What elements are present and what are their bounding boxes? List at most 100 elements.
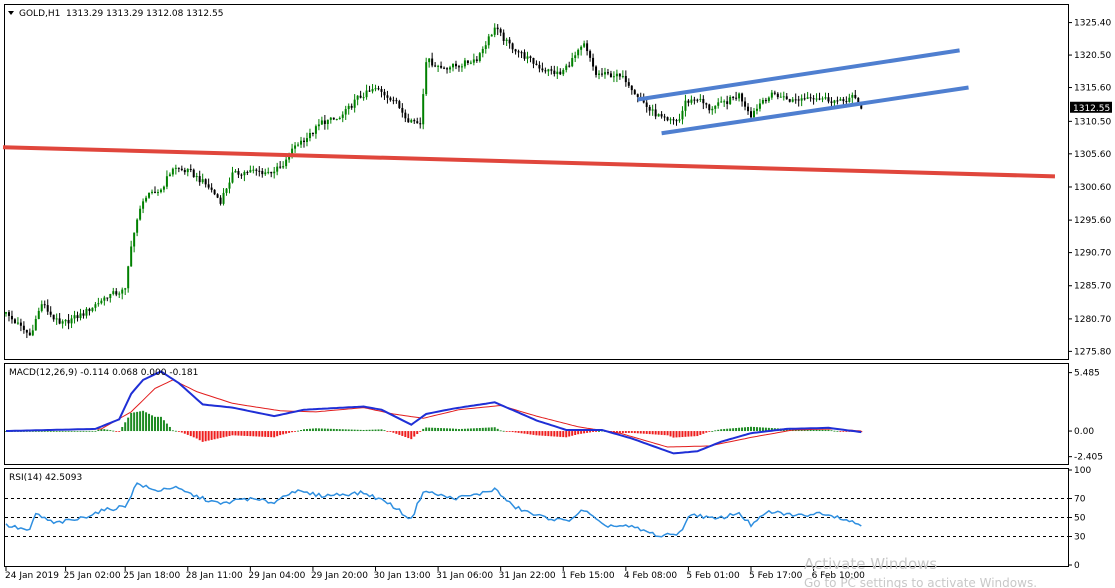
candle-body — [246, 171, 249, 173]
candle-body — [618, 73, 621, 77]
dropdown-triangle-icon[interactable] — [8, 11, 14, 15]
candle-body — [201, 179, 204, 183]
macd-histogram-bar — [699, 431, 702, 435]
current-price-marker: 1312.55 — [1070, 101, 1112, 114]
candle-body — [577, 49, 580, 56]
macd-histogram-bar — [764, 427, 767, 432]
candle-body — [687, 100, 690, 103]
rsi-panel[interactable] — [4, 468, 1069, 567]
macd-histogram-bar — [127, 417, 130, 432]
time-axis: 24 Jan 2019 25 Jan 02:00 25 Jan 18:00 28 Ja… — [5, 567, 865, 581]
candle-body — [213, 189, 216, 195]
macd-histogram-bar — [511, 431, 514, 433]
macd-histogram-bar — [550, 431, 553, 437]
macd-histogram-bar — [630, 431, 633, 433]
macd-histogram-bar — [371, 429, 374, 432]
macd-histogram-bar — [49, 430, 52, 432]
candle-body — [550, 69, 553, 71]
macd-histogram-bar — [159, 416, 162, 432]
macd-panel[interactable] — [4, 363, 1069, 465]
candle-body — [779, 96, 782, 98]
candle-body — [88, 308, 91, 312]
macd-histogram-bar — [58, 430, 61, 432]
candle-body — [812, 98, 815, 100]
candle-body — [758, 103, 761, 109]
candle-body — [583, 43, 586, 47]
macd-histogram-bar — [282, 431, 285, 435]
macd-main-line — [6, 370, 862, 455]
candle-body — [815, 98, 818, 100]
candle-body — [821, 98, 824, 100]
candle-body — [207, 184, 210, 188]
macd-histogram-bar — [136, 411, 139, 432]
macd-histogram-bar — [577, 431, 580, 435]
macd-tick-label: 0.00 — [1074, 427, 1094, 437]
macd-histogram-bar — [225, 431, 228, 437]
macd-histogram-bar — [249, 431, 252, 437]
macd-histogram-bar — [508, 431, 511, 432]
macd-histogram-bar — [839, 431, 842, 432]
macd-histogram-bar — [231, 431, 234, 436]
candle-body — [255, 169, 258, 171]
candle-body — [654, 109, 657, 117]
macd-histogram-bar — [386, 431, 389, 432]
candle-body — [40, 304, 43, 311]
macd-histogram-bar — [121, 426, 124, 432]
macd-histogram-bar — [308, 428, 311, 432]
macd-histogram-bar — [457, 429, 460, 432]
candle-body — [428, 58, 431, 63]
macd-histogram-bar — [824, 429, 827, 432]
macd-title: MACD(12,26,9) -0.114 0.068 0.000 -0.181 — [9, 368, 198, 378]
macd-histogram-bar — [234, 431, 237, 436]
macd-histogram-bar — [592, 431, 595, 432]
candle-body — [723, 101, 726, 103]
macd-histogram-bar — [303, 429, 305, 432]
current-price-label: 1312.55 — [1073, 104, 1110, 114]
candle-body — [750, 111, 752, 118]
macd-histogram-bar — [618, 431, 621, 433]
candle-body — [440, 65, 443, 68]
time-tick-label: 31 Jan 06:00 — [436, 571, 493, 581]
macd-histogram-bar — [487, 427, 490, 432]
macd-histogram-bar — [505, 431, 508, 432]
trendlines[interactable] — [2, 48, 1056, 179]
candle-body — [633, 90, 636, 95]
candle-body — [788, 99, 791, 102]
candle-body — [288, 157, 291, 160]
macd-axis: 5.485 0.00 -2.405 — [1068, 369, 1103, 463]
candle-body — [19, 322, 22, 326]
macd-histogram-bar — [639, 431, 642, 434]
candle-body — [332, 117, 335, 120]
candle-body — [449, 67, 452, 70]
candle-body — [663, 116, 666, 118]
macd-histogram-bar — [750, 426, 752, 432]
macd-histogram-bar — [380, 429, 383, 432]
candle-body — [744, 101, 747, 107]
macd-histogram-bar — [472, 428, 475, 432]
candle-body — [803, 98, 806, 100]
macd-histogram-bar — [747, 427, 750, 432]
candle-body — [562, 69, 565, 75]
macd-histogram-bar — [422, 428, 425, 432]
macd-histogram-bar — [332, 428, 335, 432]
macd-histogram-bar — [484, 427, 487, 432]
macd-histogram-bar — [827, 429, 830, 432]
candle-body — [410, 120, 413, 123]
macd-histogram-bar — [752, 426, 755, 432]
candle-body — [344, 109, 347, 115]
macd-histogram-bar — [258, 431, 261, 437]
macd-histogram-bar — [267, 431, 270, 438]
macd-histogram-bar — [100, 428, 103, 432]
candle-body — [833, 100, 836, 103]
macd-histogram-bar — [416, 431, 419, 435]
price-tick-label: 1315.60 — [1074, 84, 1111, 94]
candle-body — [16, 322, 19, 324]
macd-histogram-bar — [574, 431, 577, 435]
candle-body — [502, 32, 505, 41]
macd-histogram-bar — [836, 430, 839, 432]
macd-histogram-bar — [344, 429, 347, 432]
macd-histogram-bar — [118, 431, 121, 432]
candle-body — [231, 172, 234, 183]
candle-body — [505, 39, 508, 41]
